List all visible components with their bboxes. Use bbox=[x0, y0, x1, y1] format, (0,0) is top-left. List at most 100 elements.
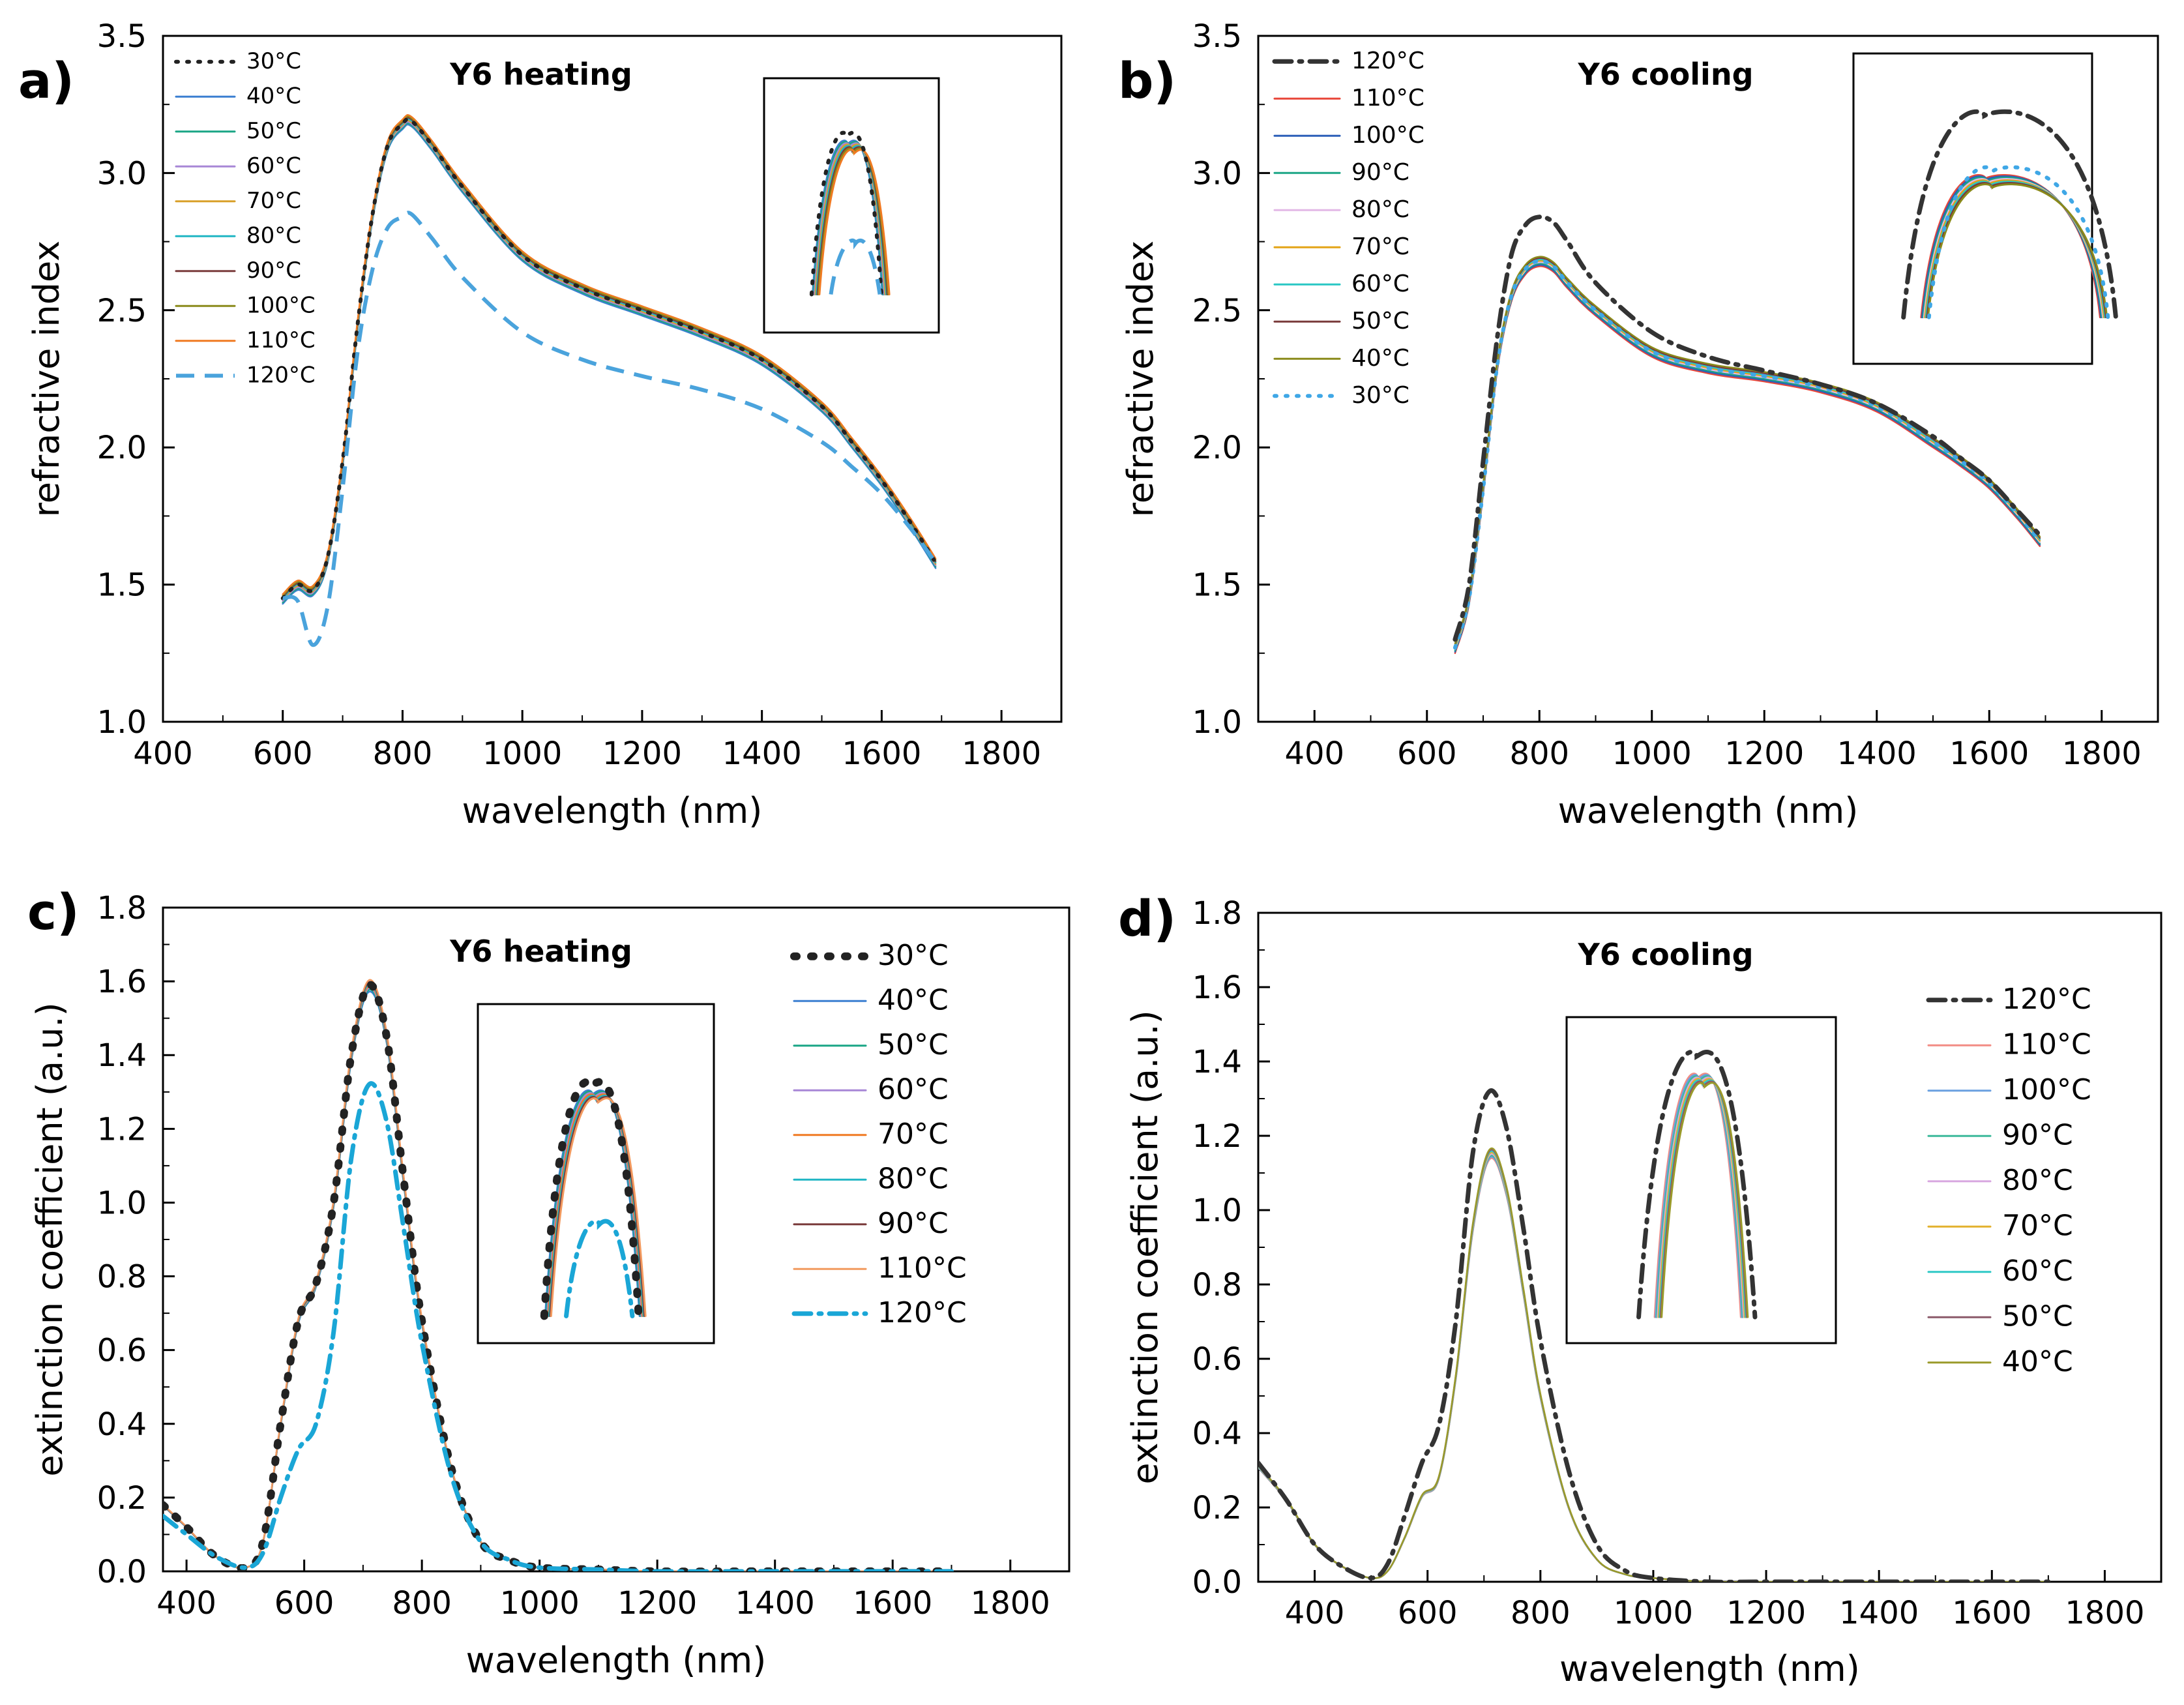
x-tick-label: 1600 bbox=[1949, 735, 2029, 772]
legend-label: 120°C bbox=[1351, 48, 1424, 74]
y-tick-label: 1.0 bbox=[1192, 704, 1242, 741]
panel-title: Y6 heating bbox=[449, 57, 632, 92]
x-axis-title: wavelength (nm) bbox=[1558, 790, 1859, 831]
y-tick-label: 0.6 bbox=[1192, 1341, 1242, 1378]
legend-label: 80°C bbox=[878, 1163, 949, 1196]
legend-label: 90°C bbox=[246, 258, 301, 284]
inset-curves bbox=[809, 130, 891, 297]
inset-frame bbox=[763, 77, 940, 334]
y-tick-label: 0.6 bbox=[97, 1333, 147, 1369]
x-tick-label: 1600 bbox=[853, 1585, 932, 1622]
legend-label: 80°C bbox=[1351, 196, 1409, 223]
inset-series-40C bbox=[1660, 1082, 1749, 1318]
y-tick-label: 3.0 bbox=[1192, 155, 1242, 192]
y-tick-label: 2.0 bbox=[1192, 430, 1242, 466]
legend-label: 40°C bbox=[246, 83, 301, 110]
legend-label: 30°C bbox=[246, 48, 301, 74]
legend-label: 70°C bbox=[1351, 233, 1409, 260]
x-tick-label: 1000 bbox=[1614, 1595, 1693, 1631]
inset-series-120C bbox=[1901, 109, 2118, 320]
legend-label: 120°C bbox=[878, 1296, 967, 1329]
legend-label: 50°C bbox=[878, 1028, 949, 1061]
x-tick-label: 600 bbox=[1398, 1595, 1458, 1631]
series-line-120C bbox=[282, 211, 937, 647]
inset-series-30C bbox=[540, 1078, 643, 1320]
panel-1: b) Y6 cooling 1.0 1.5 2.0 2.5 3.0 3.5 400 600 800 1… bbox=[1118, 18, 2159, 831]
panel-letter: d) bbox=[1118, 889, 1176, 947]
panel-letter: c) bbox=[27, 883, 80, 941]
inset-series-110C bbox=[818, 149, 891, 295]
x-axis-title: wavelength (nm) bbox=[462, 790, 763, 831]
legend-label: 80°C bbox=[2002, 1164, 2073, 1197]
y-tick-label: 0.8 bbox=[97, 1259, 147, 1296]
y-axis-title: extinction coefficient (a.u.) bbox=[1125, 1010, 1166, 1484]
x-tick-label: 400 bbox=[1285, 1595, 1345, 1631]
legend-label: 90°C bbox=[878, 1207, 949, 1240]
curves bbox=[1258, 1088, 2051, 1582]
panel-title: Y6 heating bbox=[449, 934, 632, 969]
panel-letter: a) bbox=[18, 52, 74, 110]
legend-label: 30°C bbox=[878, 939, 949, 972]
x-tick-label: 1800 bbox=[971, 1585, 1050, 1622]
x-tick-label: 400 bbox=[1284, 735, 1344, 772]
panel-title: Y6 cooling bbox=[1577, 57, 1753, 92]
y-tick-label: 1.2 bbox=[1192, 1118, 1242, 1155]
y-axis-title: refractive index bbox=[26, 241, 67, 518]
legend-label: 100°C bbox=[246, 293, 316, 319]
y-tick-label: 1.6 bbox=[1192, 970, 1242, 1006]
x-tick-label: 1600 bbox=[1952, 1595, 2031, 1631]
x-tick-label: 400 bbox=[156, 1585, 216, 1622]
x-axis-title: wavelength (nm) bbox=[1559, 1648, 1860, 1689]
inset-curves bbox=[1636, 1050, 1758, 1320]
x-tick-label: 1000 bbox=[482, 735, 562, 772]
inset-series-120C bbox=[829, 238, 882, 295]
legend-label: 70°C bbox=[878, 1118, 949, 1151]
legend-label: 120°C bbox=[246, 363, 316, 389]
panel-2: c) Y6 heating 0.0 0.2 0.4 0.6 0.8 1.0 1.2 1.4 1.6 1… bbox=[27, 883, 1070, 1681]
legend-label: 40°C bbox=[878, 984, 949, 1017]
x-tick-label: 1000 bbox=[1612, 735, 1692, 772]
series-line-120C bbox=[1258, 1088, 2051, 1582]
legend: 30°C 40°C 50°C 60°C 70°C 80°C 90°C 110°C 120°C bbox=[790, 939, 967, 1329]
legend: 120°C 110°C 100°C 90°C 80°C 70°C 60°C 50°C 40°C 3… bbox=[1272, 48, 1424, 409]
legend-label: 30°C bbox=[1351, 382, 1409, 409]
y-tick-label: 1.0 bbox=[97, 1185, 147, 1221]
x-tick-label: 1800 bbox=[2065, 1595, 2144, 1631]
x-tick-label: 1000 bbox=[500, 1585, 580, 1622]
legend-label: 50°C bbox=[2002, 1300, 2073, 1333]
x-tick-label: 1400 bbox=[1837, 735, 1917, 772]
y-tick-label: 0.0 bbox=[97, 1554, 147, 1590]
inset-series-110C bbox=[550, 1097, 647, 1317]
inset-curves bbox=[540, 1078, 647, 1320]
y-tick-label: 0.8 bbox=[1192, 1267, 1242, 1303]
x-tick-label: 600 bbox=[274, 1585, 334, 1622]
inset-series-120C bbox=[1636, 1050, 1758, 1320]
legend-label: 90°C bbox=[1351, 159, 1409, 186]
x-tick-label: 1400 bbox=[722, 735, 802, 772]
legend-label: 110°C bbox=[246, 327, 316, 353]
legend-label: 110°C bbox=[1351, 85, 1424, 111]
y-tick-label: 3.5 bbox=[1192, 18, 1242, 55]
legend-label: 50°C bbox=[1351, 308, 1409, 334]
legend-label: 100°C bbox=[2002, 1073, 2091, 1106]
inset-series-120C bbox=[564, 1219, 635, 1318]
y-tick-label: 0.2 bbox=[1192, 1490, 1242, 1526]
legend: 120°C 110°C 100°C 90°C 80°C 70°C 60°C 50°C 40°C bbox=[1926, 983, 2091, 1378]
legend-label: 40°C bbox=[2002, 1345, 2073, 1378]
panel-3: d) Y6 cooling 0.0 0.2 0.4 0.6 0.8 1.0 1.2 1.4 1.6 1… bbox=[1118, 889, 2162, 1689]
y-tick-label: 0.4 bbox=[1192, 1416, 1242, 1452]
y-tick-label: 1.5 bbox=[1192, 567, 1242, 604]
legend-label: 70°C bbox=[2002, 1209, 2073, 1243]
y-tick-label: 1.6 bbox=[97, 964, 147, 1000]
x-tick-label: 1200 bbox=[1726, 1595, 1806, 1631]
y-tick-label: 1.0 bbox=[97, 704, 147, 741]
series-line-30C bbox=[280, 117, 938, 600]
y-tick-label: 3.0 bbox=[97, 155, 147, 192]
x-tick-label: 800 bbox=[392, 1585, 452, 1622]
curves bbox=[163, 979, 956, 1571]
legend: 30°C 40°C 50°C 60°C 70°C 80°C 90°C 100°C 110°C 12… bbox=[174, 48, 316, 389]
y-tick-label: 2.0 bbox=[97, 430, 147, 466]
panel-title: Y6 cooling bbox=[1577, 937, 1753, 972]
series-line-30C bbox=[1453, 259, 2042, 650]
